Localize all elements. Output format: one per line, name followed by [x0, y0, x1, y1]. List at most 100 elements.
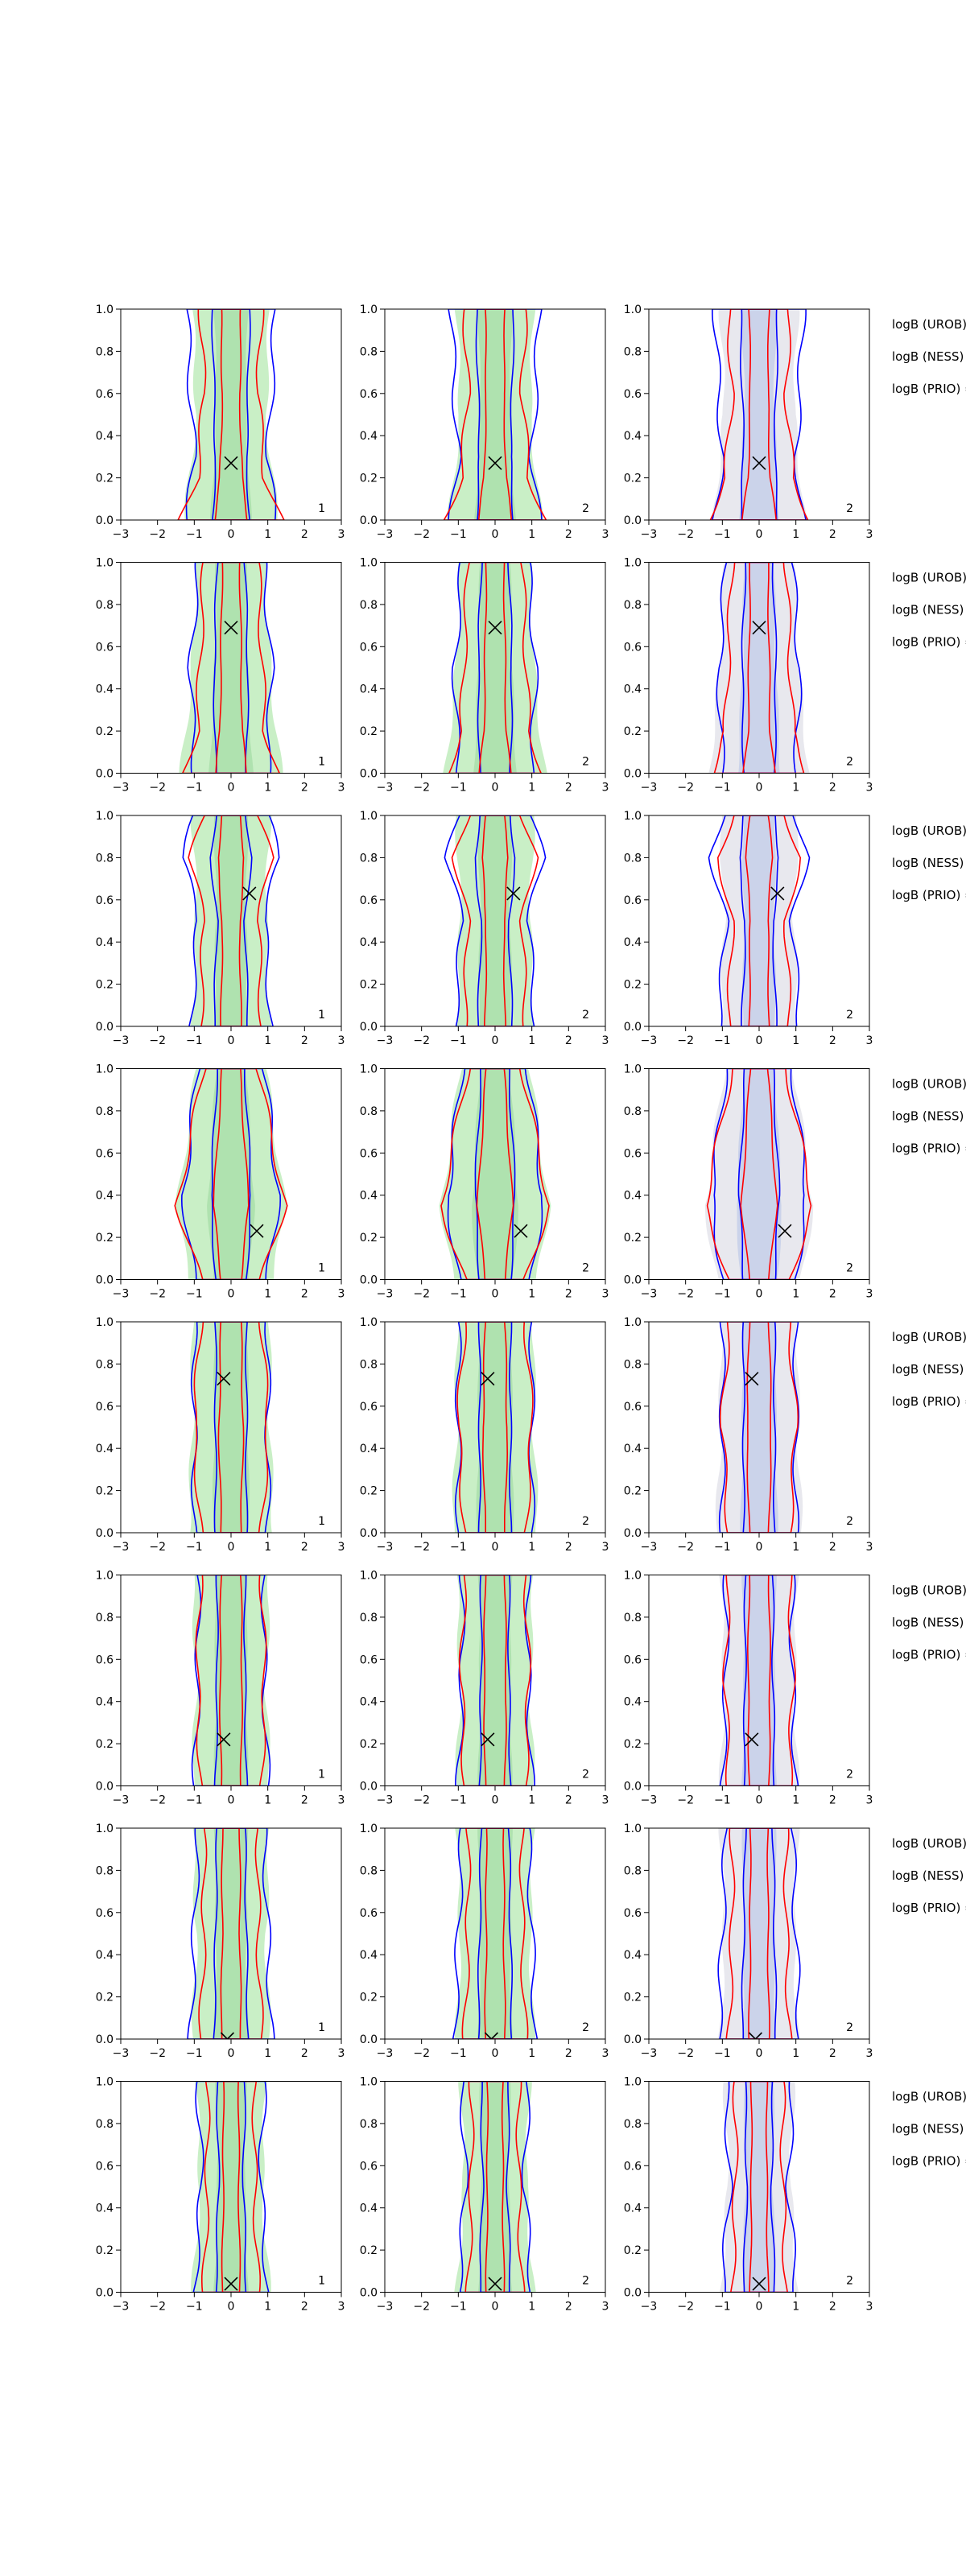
x-tick-label: 0	[492, 1794, 499, 1807]
logb-label: logB (UROB) =	[892, 1836, 966, 1851]
y-tick-label: 0.6	[360, 388, 378, 401]
contour-red-inner	[483, 1575, 507, 1786]
contour-red-outer	[440, 1068, 550, 1280]
true-value-marker	[778, 1224, 792, 1238]
contour-red-inner	[220, 1828, 242, 2039]
contour-red-inner	[218, 1575, 244, 1786]
y-tick-label: 0.8	[96, 1105, 114, 1118]
y-tick-label: 0.4	[96, 936, 114, 949]
x-tick-label: −3	[641, 2047, 658, 2060]
y-tick-label: 0.4	[360, 2202, 378, 2215]
x-tick-label: −3	[113, 528, 130, 541]
y-tick-label: 0.8	[624, 345, 642, 358]
subplot-plot-area	[715, 1322, 803, 1533]
y-tick-label: 0.8	[96, 599, 114, 612]
x-tick-label: −2	[413, 528, 430, 541]
x-tick-label: −2	[413, 1034, 430, 1047]
marker-stroke	[748, 2032, 757, 2039]
contour-blue-inner	[742, 1575, 776, 1786]
y-tick-label: 0.4	[96, 2202, 114, 2215]
x-tick-label: 3	[338, 2301, 345, 2314]
contour-blue-outer	[452, 1828, 539, 2039]
density-fill-inner	[741, 1575, 777, 1786]
contour-blue-inner	[474, 815, 516, 1026]
contour-red-outer	[725, 1828, 793, 2039]
y-tick-label: 1.0	[96, 1570, 114, 1583]
contour-blue-outer	[180, 1068, 282, 1280]
contour-red-inner	[481, 815, 509, 1026]
true-value-marker	[484, 2032, 498, 2039]
density-fill-inner	[739, 309, 779, 520]
panel-corner-label: 1	[318, 2275, 325, 2288]
y-tick-label: 0.6	[360, 1653, 378, 1666]
x-tick-label: −3	[377, 2047, 394, 2060]
contour-red-outer	[443, 309, 547, 520]
contour-blue-inner	[213, 1575, 249, 1786]
x-tick-label: 3	[602, 528, 609, 541]
x-tick-label: 3	[602, 1794, 609, 1807]
panel-corner-label: 2	[846, 756, 853, 769]
y-tick-label: 0.2	[96, 725, 114, 738]
y-tick-label: 0.4	[360, 1443, 378, 1455]
x-tick-label: 2	[565, 528, 572, 541]
x-tick-label: −2	[149, 1794, 166, 1807]
x-tick-label: −1	[186, 1034, 203, 1047]
contour-red-outer	[722, 1575, 796, 1786]
contour-blue-inner	[479, 2081, 511, 2293]
x-tick-label: −2	[413, 2047, 430, 2060]
y-tick-label: 0.2	[360, 1738, 378, 1751]
contour-blue-inner	[741, 562, 778, 774]
y-tick-label: 1.0	[360, 2076, 378, 2089]
y-tick-label: 0.2	[624, 1485, 642, 1498]
panel-corner-label: 2	[582, 1009, 589, 1022]
y-tick-label: 0.4	[96, 683, 114, 696]
subplot-plot-area	[444, 815, 547, 1026]
y-tick-label: 0.2	[360, 1232, 378, 1245]
x-tick-label: −2	[149, 782, 166, 795]
x-tick-label: −1	[450, 2301, 467, 2314]
y-tick-label: 0.6	[96, 388, 114, 401]
marker-stroke	[220, 2032, 229, 2039]
subplot-plot-area	[455, 1575, 535, 1786]
logb-label: logB (PRIO) =	[892, 1901, 966, 1915]
x-tick-label: 1	[264, 1288, 271, 1301]
true-value-marker	[217, 1372, 231, 1386]
y-tick-label: 1.0	[624, 1063, 642, 1076]
y-tick-label: 0.2	[360, 979, 378, 992]
x-tick-label: 0	[492, 528, 499, 541]
x-tick-label: −2	[413, 1288, 430, 1301]
y-tick-label: 0.0	[624, 514, 642, 527]
y-tick-label: 0.0	[624, 1527, 642, 1540]
y-tick-label: 0.2	[96, 1232, 114, 1245]
subplot-r3-c2: −3 −2 −1 0 1 2 30.00.20.40.60.81.02	[360, 810, 609, 1047]
y-tick-label: 0.8	[96, 345, 114, 358]
true-value-marker	[224, 621, 238, 635]
contour-red-outer	[201, 2081, 261, 2293]
marker-stroke	[224, 2277, 238, 2291]
y-tick-label: 0.2	[624, 2244, 642, 2257]
logb-label: logB (NESS) =	[892, 1868, 966, 1883]
y-tick-label: 0.6	[624, 641, 642, 654]
y-tick-label: 0.2	[624, 725, 642, 738]
subplot-plot-area	[452, 1322, 539, 1533]
y-tick-label: 0.6	[360, 1147, 378, 1160]
x-tick-label: 2	[829, 1288, 836, 1301]
marker-stroke	[488, 456, 502, 470]
contour-red-inner	[217, 1322, 245, 1533]
subplot-r1-c1: −3 −2 −1 0 1 2 30.00.20.40.60.81.01	[96, 303, 345, 541]
subplot-r5-c2: −3 −2 −1 0 1 2 30.00.20.40.60.81.02	[360, 1316, 609, 1554]
density-fill-inner	[477, 1575, 513, 1786]
subplot-plot-area	[718, 1575, 800, 1786]
x-tick-label: −1	[450, 1541, 467, 1554]
contour-blue-inner	[215, 2081, 247, 2293]
x-tick-label: 0	[492, 2301, 499, 2314]
true-value-marker	[242, 886, 257, 901]
y-tick-label: 1.0	[360, 1063, 378, 1076]
logb-label: logB (UROB) =	[892, 824, 966, 838]
logb-label: logB (NESS) =	[892, 1616, 966, 1630]
contour-blue-outer	[717, 1828, 801, 2039]
contour-blue-outer	[719, 1575, 799, 1786]
x-tick-label: −2	[413, 782, 430, 795]
x-tick-label: 1	[264, 1034, 271, 1047]
